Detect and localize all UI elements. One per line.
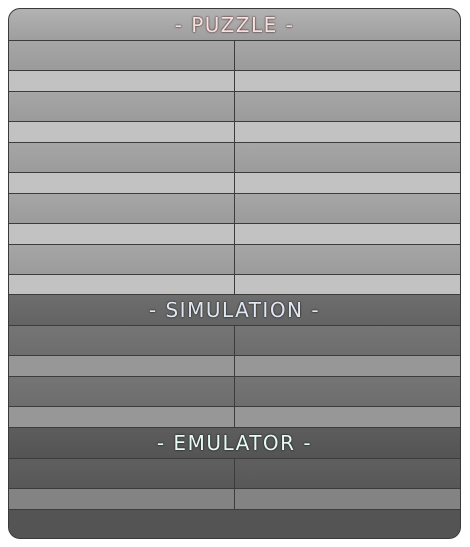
list-row [9,488,460,509]
list-cell-left[interactable] [9,92,235,121]
list-cell-right[interactable] [235,173,460,193]
list-cell-right[interactable] [235,459,460,488]
list-cell-right[interactable] [235,143,460,172]
panel-footer [9,509,460,538]
list-cell-right[interactable] [235,224,460,244]
list-row [9,406,460,427]
list-cell-right[interactable] [235,407,460,427]
list-row [9,223,460,244]
category-panel: - PUZZLE - - SIMULATION - [8,8,461,539]
list-cell-right[interactable] [235,92,460,121]
list-cell-left[interactable] [9,377,235,406]
list-cell-left[interactable] [9,326,235,355]
list-cell-left[interactable] [9,224,235,244]
section-title-emulator: - EMULATOR - [156,431,313,455]
list-row [9,355,460,376]
list-row [9,376,460,406]
list-row [9,274,460,294]
list-cell-right[interactable] [235,194,460,223]
list-row [9,40,460,70]
list-row [9,121,460,142]
list-cell-left[interactable] [9,122,235,142]
list-cell-left[interactable] [9,459,235,488]
list-cell-left[interactable] [9,489,235,509]
list-row [9,70,460,91]
list-cell-right[interactable] [235,122,460,142]
list-cell-right[interactable] [235,245,460,274]
list-row [9,325,460,355]
list-row [9,172,460,193]
section-header-emulator: - EMULATOR - [9,427,460,458]
list-row [9,193,460,223]
list-cell-left[interactable] [9,356,235,376]
list-cell-left[interactable] [9,41,235,70]
section-header-simulation: - SIMULATION - [9,294,460,325]
list-cell-right[interactable] [235,489,460,509]
list-cell-right[interactable] [235,377,460,406]
list-row [9,91,460,121]
list-row [9,458,460,488]
list-cell-left[interactable] [9,275,235,294]
list-cell-right[interactable] [235,326,460,355]
list-cell-left[interactable] [9,143,235,172]
list-row [9,142,460,172]
list-cell-right[interactable] [235,356,460,376]
section-title-puzzle: - PUZZLE - [174,12,295,37]
list-cell-right[interactable] [235,275,460,294]
section-title-simulation: - SIMULATION - [148,298,321,322]
list-cell-left[interactable] [9,407,235,427]
list-cell-right[interactable] [235,41,460,70]
list-row [9,244,460,274]
list-cell-left[interactable] [9,194,235,223]
section-header-puzzle: - PUZZLE - [9,9,460,40]
list-cell-left[interactable] [9,71,235,91]
list-cell-left[interactable] [9,245,235,274]
list-cell-right[interactable] [235,71,460,91]
list-cell-left[interactable] [9,173,235,193]
